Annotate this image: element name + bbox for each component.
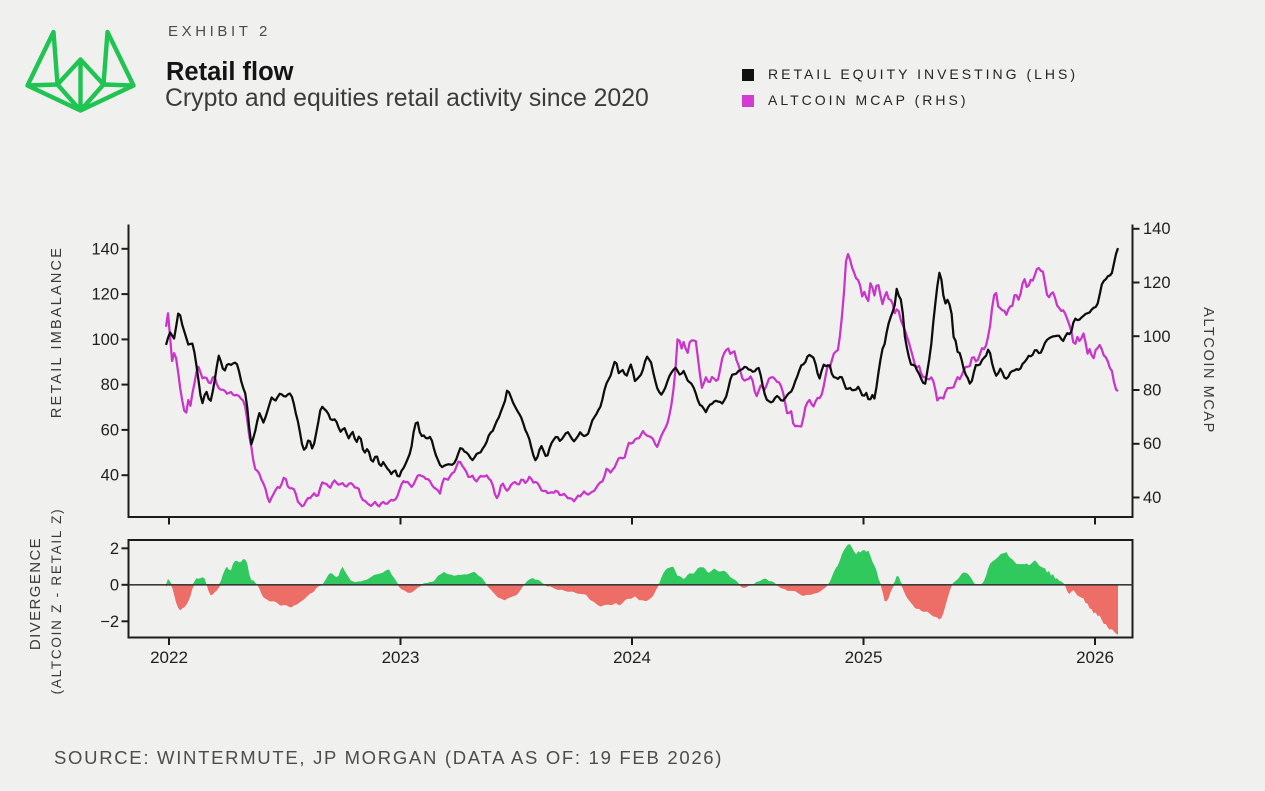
svg-text:60: 60: [1143, 435, 1161, 453]
svg-text:2022: 2022: [150, 648, 188, 667]
svg-text:140: 140: [91, 240, 119, 258]
svg-text:2023: 2023: [382, 648, 420, 667]
svg-text:120: 120: [1143, 274, 1171, 292]
svg-text:60: 60: [101, 421, 119, 439]
svg-text:40: 40: [101, 467, 119, 485]
svg-text:0: 0: [110, 576, 119, 594]
svg-text:−2: −2: [100, 613, 119, 631]
svg-text:2026: 2026: [1076, 648, 1114, 667]
svg-text:DIVERGENCE: DIVERGENCE: [27, 537, 44, 650]
svg-text:2024: 2024: [613, 648, 651, 667]
svg-text:100: 100: [91, 331, 119, 349]
svg-text:ALTCOIN MCAP: ALTCOIN MCAP: [1200, 307, 1216, 434]
svg-text:80: 80: [101, 376, 119, 394]
svg-text:2025: 2025: [845, 648, 883, 667]
svg-text:80: 80: [1143, 382, 1161, 400]
svg-text:2: 2: [110, 540, 119, 558]
svg-text:40: 40: [1143, 489, 1161, 507]
svg-text:RETAIL IMBALANCE: RETAIL IMBALANCE: [49, 246, 65, 418]
svg-text:100: 100: [1143, 328, 1171, 346]
svg-text:140: 140: [1143, 220, 1171, 238]
svg-text:120: 120: [91, 286, 119, 304]
svg-text:(ALTCOIN Z - RETAIL Z): (ALTCOIN Z - RETAIL Z): [49, 508, 64, 695]
